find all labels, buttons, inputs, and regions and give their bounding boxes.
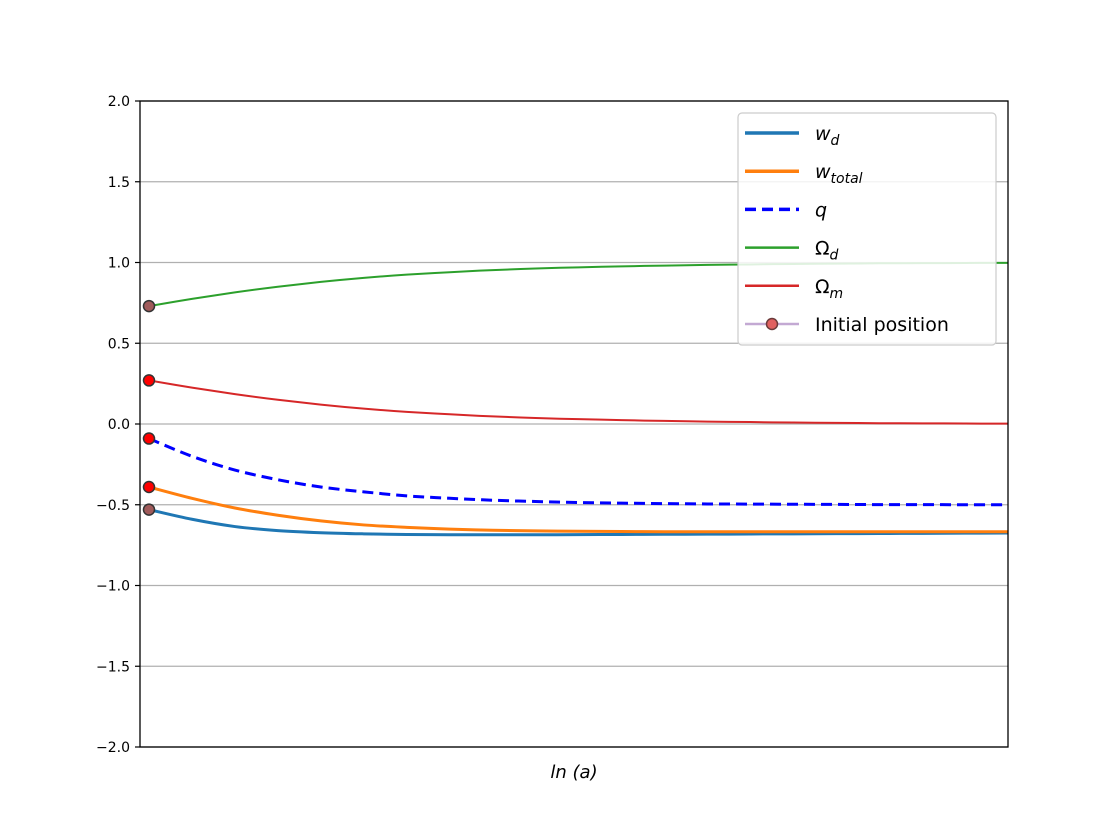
x-axis-label: ln (a)	[550, 762, 597, 783]
y-tick-label: 1.5	[108, 175, 130, 191]
tick-layer: −2.0 −1.5 −1.0 −0.5 0.0 0.5 1.0 1.5 2.0	[96, 94, 140, 756]
initial-position-marker-omega-m	[142, 374, 156, 387]
legend-label: wtotal	[815, 161, 863, 187]
initial-position-marker-w-d	[142, 503, 156, 516]
legend-label: Ωd	[815, 238, 839, 264]
y-tick-label: 0.0	[108, 417, 130, 433]
legend: wd wtotal q Ωd Ωm Initial position	[737, 112, 997, 346]
initial-position-marker-w-total	[142, 480, 156, 494]
initial-position-marker-q	[142, 432, 156, 445]
legend-box	[737, 112, 997, 346]
series-line-omega-m	[148, 379, 1009, 425]
y-tick-label: −1.0	[96, 579, 130, 595]
legend-label: Ωm	[815, 276, 843, 302]
legend-swatch-marker	[765, 317, 779, 331]
series-line-w-total	[148, 485, 1008, 534]
y-tick-label: 2.0	[108, 94, 130, 110]
y-tick-label: −0.5	[96, 498, 130, 514]
initial-position-marker-omega-d	[142, 299, 156, 313]
series-line-w-d	[148, 508, 1009, 537]
y-tick-label: −1.5	[96, 659, 130, 675]
legend-label: q	[815, 199, 827, 221]
y-tick-label: 1.0	[108, 256, 130, 272]
legend-label: wd	[815, 123, 840, 149]
y-tick-label: −2.0	[96, 740, 130, 756]
y-tick-label: 0.5	[108, 336, 130, 352]
marker-layer	[142, 299, 156, 516]
legend-label: Initial position	[815, 314, 949, 336]
